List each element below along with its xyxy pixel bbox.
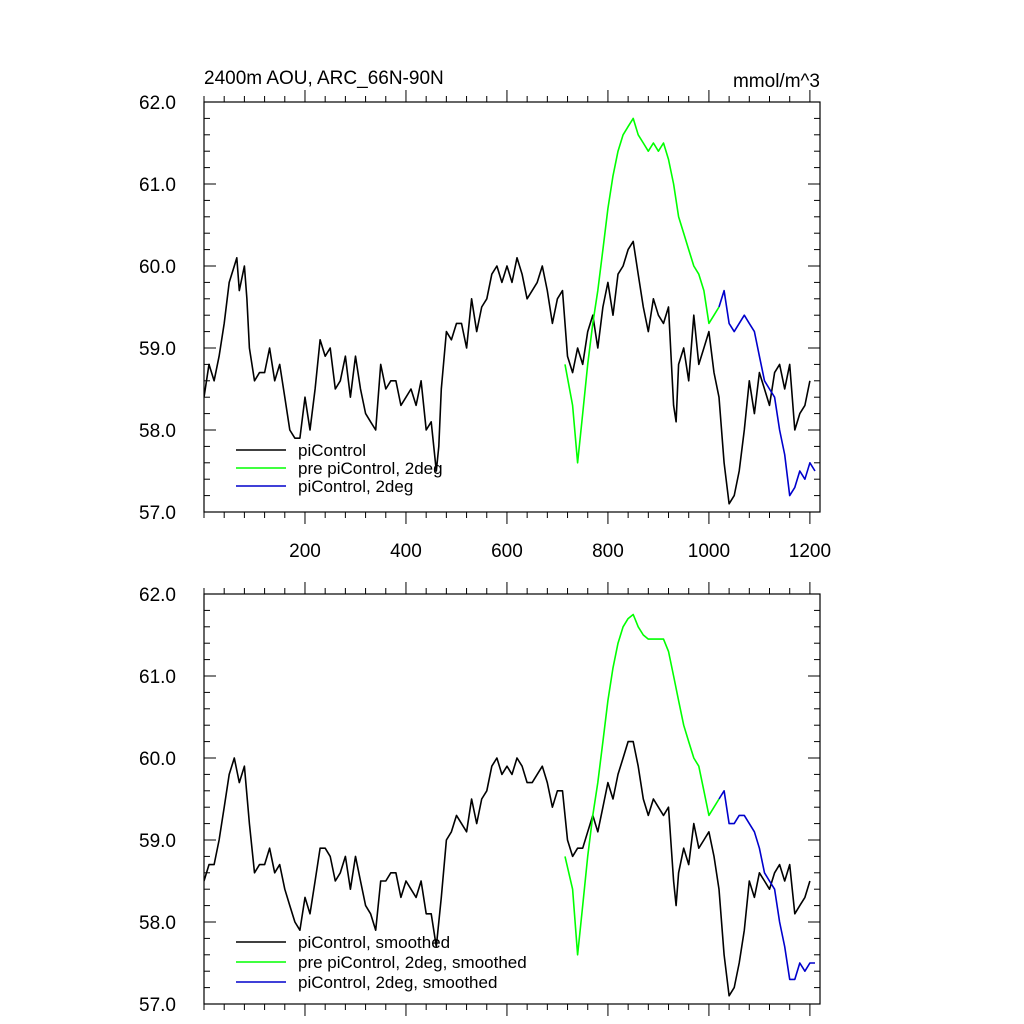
y-tick-label: 60.0 <box>139 749 176 770</box>
y-tick-label: 61.0 <box>139 175 176 196</box>
bottom-panel: 57.0 58.0 59.0 60.0 61.0 62.0 piControl, smoot… <box>139 582 821 1016</box>
y-tick-label: 59.0 <box>139 831 176 852</box>
y-tick-label: 62.0 <box>139 93 176 114</box>
y-tick-label: 62.0 <box>139 585 176 606</box>
series-line <box>564 117 720 464</box>
legend-label: piControl, 2deg, smoothed <box>298 973 497 992</box>
series-line <box>204 240 811 505</box>
legend-label: piControl, smoothed <box>298 933 450 952</box>
x-tick-label: 1200 <box>789 541 831 562</box>
x-tick-label: 800 <box>592 541 624 562</box>
y-tick-label: 59.0 <box>139 339 176 360</box>
figure-title: 2400m AOU, ARC_66N-90N <box>204 68 444 89</box>
y-tick-label: 57.0 <box>139 503 176 524</box>
series-line <box>564 613 720 956</box>
legend-label: pre piControl, 2deg <box>298 459 443 478</box>
x-tick-label: 200 <box>289 541 321 562</box>
units-label: mmol/m^3 <box>733 71 820 92</box>
y-tick-label: 58.0 <box>139 421 176 442</box>
plot-frame <box>203 101 821 513</box>
y-tick-label: 58.0 <box>139 913 176 934</box>
legend-label: piControl <box>298 441 366 460</box>
legend-label: piControl, 2deg <box>298 477 413 496</box>
legend-label: pre piControl, 2deg, smoothed <box>298 953 527 972</box>
y-tick-label: 61.0 <box>139 667 176 688</box>
y-tick-label: 57.0 <box>139 995 176 1016</box>
series-line <box>718 289 816 497</box>
series-line <box>718 790 815 981</box>
plot-frame <box>203 593 821 1005</box>
x-tick-label: 600 <box>491 541 523 562</box>
y-tick-label: 60.0 <box>139 257 176 278</box>
x-tick-label: 1000 <box>688 541 730 562</box>
x-tick-label: 400 <box>390 541 422 562</box>
series-line <box>204 740 811 997</box>
top-panel: 57.0 58.0 59.0 60.0 61.0 62.0 200 400 600 800 1000… <box>139 90 831 562</box>
